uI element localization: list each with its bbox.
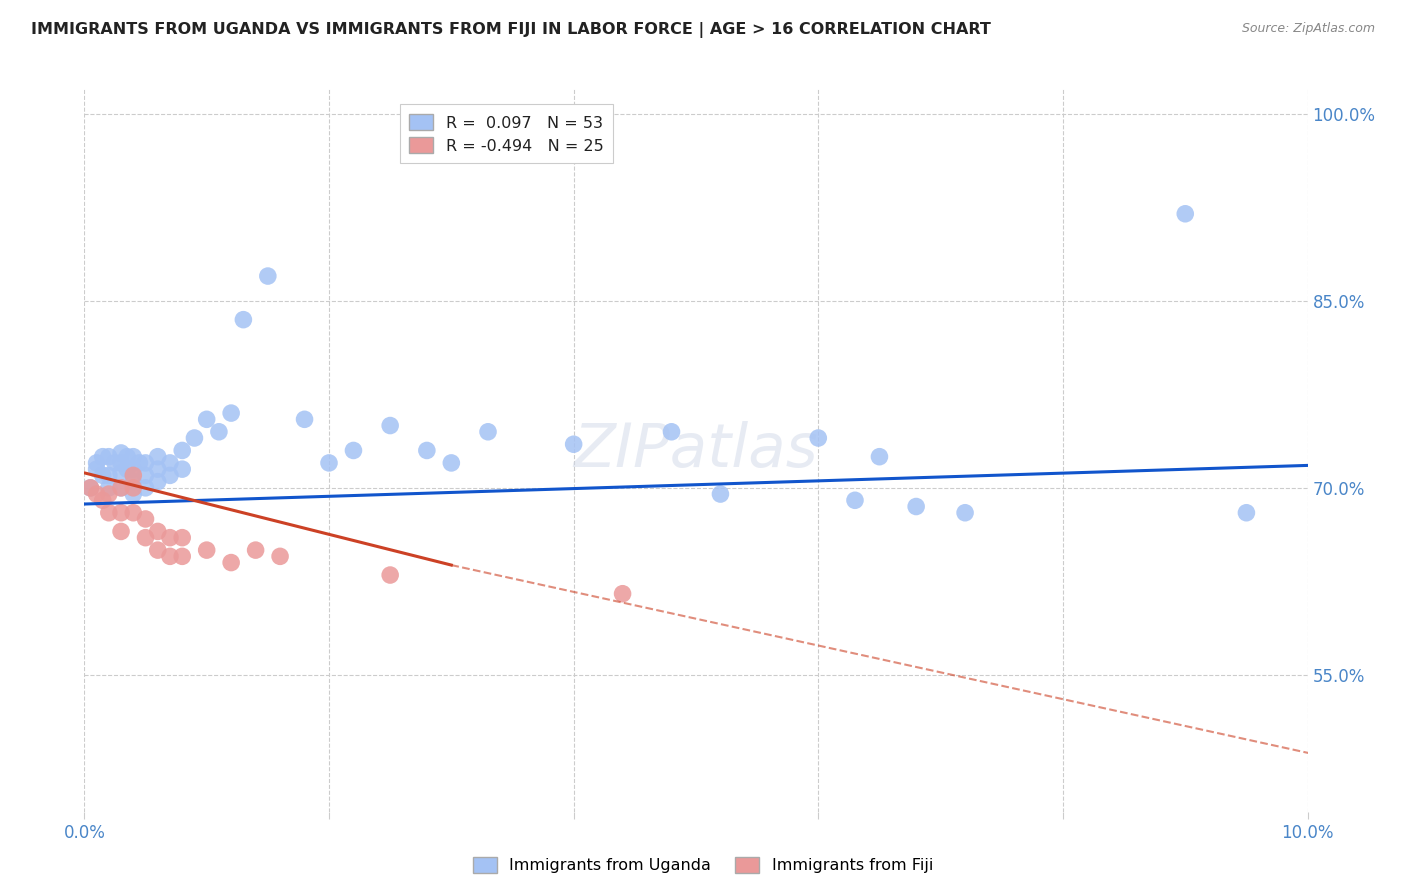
- Point: [953, 506, 976, 520]
- Point: [232, 312, 254, 326]
- Point: [709, 487, 731, 501]
- Point: [159, 456, 181, 470]
- Legend: Immigrants from Uganda, Immigrants from Fiji: Immigrants from Uganda, Immigrants from …: [467, 850, 939, 880]
- Point: [195, 412, 218, 426]
- Point: [146, 543, 169, 558]
- Point: [122, 475, 145, 489]
- Point: [110, 481, 132, 495]
- Point: [318, 456, 340, 470]
- Point: [110, 466, 132, 480]
- Point: [110, 456, 132, 470]
- Point: [905, 500, 928, 514]
- Point: [122, 450, 145, 464]
- Point: [86, 456, 108, 470]
- Point: [208, 425, 231, 439]
- Point: [612, 587, 634, 601]
- Point: [110, 524, 132, 539]
- Point: [91, 493, 114, 508]
- Point: [122, 506, 145, 520]
- Point: [146, 462, 169, 476]
- Point: [380, 568, 402, 582]
- Point: [97, 481, 120, 495]
- Point: [380, 418, 402, 433]
- Point: [128, 456, 150, 470]
- Point: [195, 543, 218, 558]
- Point: [807, 431, 830, 445]
- Point: [172, 443, 194, 458]
- Point: [159, 549, 181, 564]
- Point: [440, 456, 463, 470]
- Point: [869, 450, 891, 464]
- Point: [86, 462, 108, 476]
- Point: [159, 468, 181, 483]
- Point: [269, 549, 291, 564]
- Point: [122, 468, 145, 483]
- Point: [135, 456, 157, 470]
- Point: [183, 431, 205, 445]
- Point: [97, 506, 120, 520]
- Point: [97, 468, 120, 483]
- Point: [79, 481, 101, 495]
- Point: [91, 468, 114, 483]
- Point: [122, 462, 145, 476]
- Point: [122, 487, 145, 501]
- Point: [477, 425, 499, 439]
- Text: ZIPatlas: ZIPatlas: [574, 421, 818, 480]
- Point: [146, 475, 169, 489]
- Point: [562, 437, 585, 451]
- Point: [135, 531, 157, 545]
- Point: [79, 481, 101, 495]
- Point: [86, 487, 108, 501]
- Point: [146, 524, 169, 539]
- Point: [110, 481, 132, 495]
- Legend: R =  0.097   N = 53, R = -0.494   N = 25: R = 0.097 N = 53, R = -0.494 N = 25: [399, 104, 613, 163]
- Point: [1236, 506, 1258, 520]
- Point: [172, 549, 194, 564]
- Point: [172, 462, 194, 476]
- Point: [110, 506, 132, 520]
- Point: [91, 450, 114, 464]
- Point: [135, 481, 157, 495]
- Text: IMMIGRANTS FROM UGANDA VS IMMIGRANTS FROM FIJI IN LABOR FORCE | AGE > 16 CORRELA: IMMIGRANTS FROM UGANDA VS IMMIGRANTS FRO…: [31, 22, 991, 38]
- Point: [97, 450, 120, 464]
- Point: [1174, 207, 1197, 221]
- Point: [115, 462, 138, 476]
- Point: [104, 456, 127, 470]
- Point: [342, 443, 364, 458]
- Point: [135, 512, 157, 526]
- Point: [146, 450, 169, 464]
- Point: [844, 493, 866, 508]
- Text: Source: ZipAtlas.com: Source: ZipAtlas.com: [1241, 22, 1375, 36]
- Point: [122, 481, 145, 495]
- Point: [110, 446, 132, 460]
- Point: [219, 406, 242, 420]
- Point: [115, 450, 138, 464]
- Point: [219, 556, 242, 570]
- Point: [97, 487, 120, 501]
- Point: [416, 443, 439, 458]
- Point: [159, 531, 181, 545]
- Point: [172, 531, 194, 545]
- Point: [257, 268, 280, 283]
- Point: [661, 425, 683, 439]
- Point: [294, 412, 316, 426]
- Point: [135, 468, 157, 483]
- Point: [245, 543, 267, 558]
